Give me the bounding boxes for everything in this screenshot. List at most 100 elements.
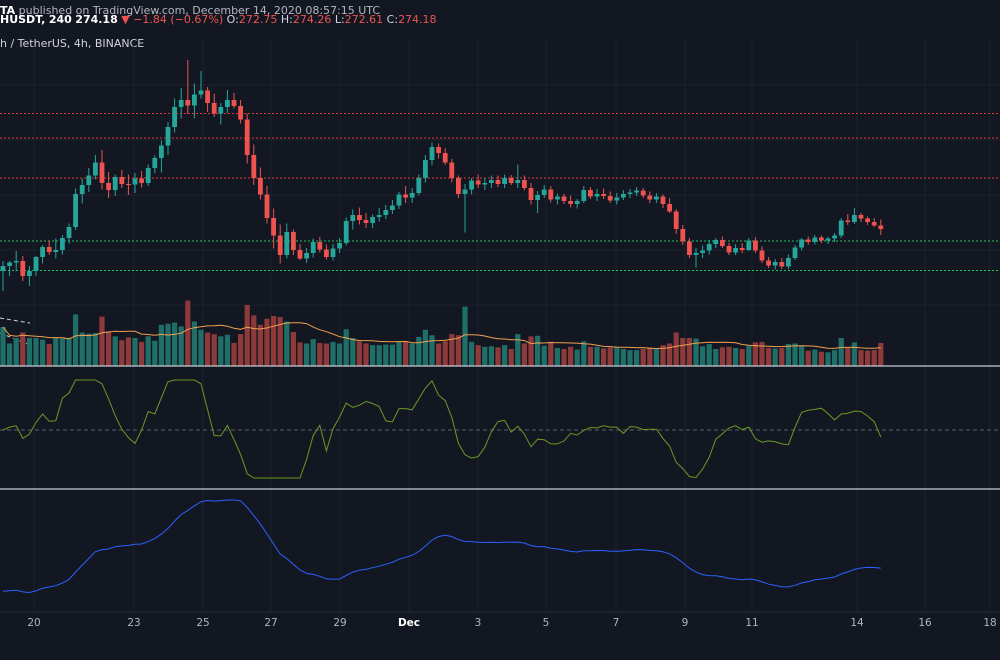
candle[interactable]: [112, 174, 118, 197]
candle[interactable]: [726, 243, 732, 255]
candle[interactable]: [819, 235, 824, 244]
candle[interactable]: [277, 224, 283, 264]
candle[interactable]: [119, 170, 125, 188]
candle[interactable]: [159, 140, 164, 173]
candle[interactable]: [627, 189, 633, 198]
candle[interactable]: [205, 87, 210, 112]
candle[interactable]: [198, 71, 204, 99]
candle[interactable]: [172, 98, 177, 133]
candle[interactable]: [588, 187, 593, 199]
candle[interactable]: [753, 237, 758, 253]
candle[interactable]: [211, 93, 217, 118]
candle[interactable]: [786, 254, 791, 270]
candle[interactable]: [86, 168, 92, 192]
candle[interactable]: [363, 213, 369, 228]
candle[interactable]: [27, 266, 32, 286]
candle[interactable]: [462, 184, 468, 233]
candle[interactable]: [284, 223, 290, 259]
candle[interactable]: [218, 103, 224, 125]
candle[interactable]: [581, 186, 587, 203]
candle[interactable]: [390, 200, 395, 214]
candle[interactable]: [772, 259, 778, 270]
candle[interactable]: [66, 223, 72, 244]
candle[interactable]: [93, 155, 98, 180]
candle[interactable]: [541, 185, 547, 198]
candle[interactable]: [475, 174, 481, 189]
candle[interactable]: [152, 155, 158, 174]
symbol-name[interactable]: HUSDT: [0, 13, 42, 26]
candle[interactable]: [304, 248, 309, 263]
candle[interactable]: [251, 144, 257, 186]
candle[interactable]: [614, 193, 620, 205]
candle[interactable]: [733, 244, 738, 255]
candle[interactable]: [838, 218, 844, 238]
candle[interactable]: [548, 186, 554, 203]
candle[interactable]: [60, 235, 65, 255]
interval-label[interactable]: 240: [48, 13, 72, 26]
candle[interactable]: [99, 150, 105, 190]
candle[interactable]: [779, 258, 785, 269]
candle[interactable]: [535, 191, 540, 213]
candle[interactable]: [357, 207, 362, 225]
candle[interactable]: [40, 245, 45, 264]
candle[interactable]: [178, 88, 184, 119]
candle[interactable]: [231, 93, 237, 109]
candle[interactable]: [594, 189, 600, 201]
candle[interactable]: [139, 171, 144, 188]
candle[interactable]: [244, 113, 250, 164]
candle[interactable]: [792, 245, 798, 260]
candle[interactable]: [165, 122, 171, 155]
candle[interactable]: [805, 236, 811, 246]
candle[interactable]: [680, 225, 686, 245]
candle[interactable]: [713, 238, 719, 248]
candle[interactable]: [449, 159, 455, 183]
candle[interactable]: [185, 60, 191, 114]
candle[interactable]: [502, 174, 507, 189]
candle[interactable]: [621, 190, 626, 200]
candle[interactable]: [33, 256, 39, 276]
candle[interactable]: [271, 208, 276, 249]
candle[interactable]: [601, 188, 606, 200]
candle[interactable]: [812, 235, 818, 245]
candle[interactable]: [442, 148, 448, 165]
candle[interactable]: [634, 187, 639, 196]
candle[interactable]: [852, 208, 857, 224]
candle[interactable]: [522, 175, 527, 191]
candle[interactable]: [376, 208, 382, 222]
candle[interactable]: [687, 238, 692, 258]
candle[interactable]: [192, 83, 197, 119]
candle[interactable]: [739, 243, 745, 253]
candle[interactable]: [126, 174, 131, 196]
candle[interactable]: [7, 261, 12, 276]
candle[interactable]: [396, 192, 402, 209]
candle[interactable]: [865, 216, 870, 226]
candle[interactable]: [238, 100, 243, 124]
trendline[interactable]: [0, 317, 31, 324]
candle[interactable]: [429, 142, 435, 166]
candle[interactable]: [574, 199, 580, 209]
candle[interactable]: [495, 175, 501, 188]
candle[interactable]: [700, 245, 705, 259]
candle[interactable]: [225, 90, 230, 113]
candle[interactable]: [799, 238, 804, 251]
candle[interactable]: [640, 188, 646, 198]
candle[interactable]: [291, 229, 296, 256]
candle[interactable]: [297, 244, 303, 260]
candle[interactable]: [660, 194, 666, 209]
candle[interactable]: [403, 186, 408, 203]
candle[interactable]: [489, 175, 494, 189]
candle[interactable]: [310, 238, 316, 258]
candle[interactable]: [423, 155, 428, 183]
candle[interactable]: [456, 175, 461, 199]
candle[interactable]: [746, 238, 752, 251]
candle[interactable]: [693, 248, 699, 268]
candle[interactable]: [343, 217, 349, 246]
candle[interactable]: [79, 178, 85, 204]
candle[interactable]: [337, 238, 342, 253]
candle[interactable]: [46, 240, 52, 256]
candle[interactable]: [515, 164, 521, 189]
candle[interactable]: [469, 178, 474, 195]
candle[interactable]: [508, 175, 514, 185]
candle[interactable]: [317, 237, 323, 253]
